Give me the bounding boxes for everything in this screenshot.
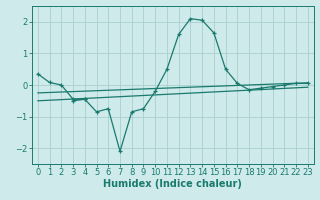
X-axis label: Humidex (Indice chaleur): Humidex (Indice chaleur) (103, 179, 242, 189)
